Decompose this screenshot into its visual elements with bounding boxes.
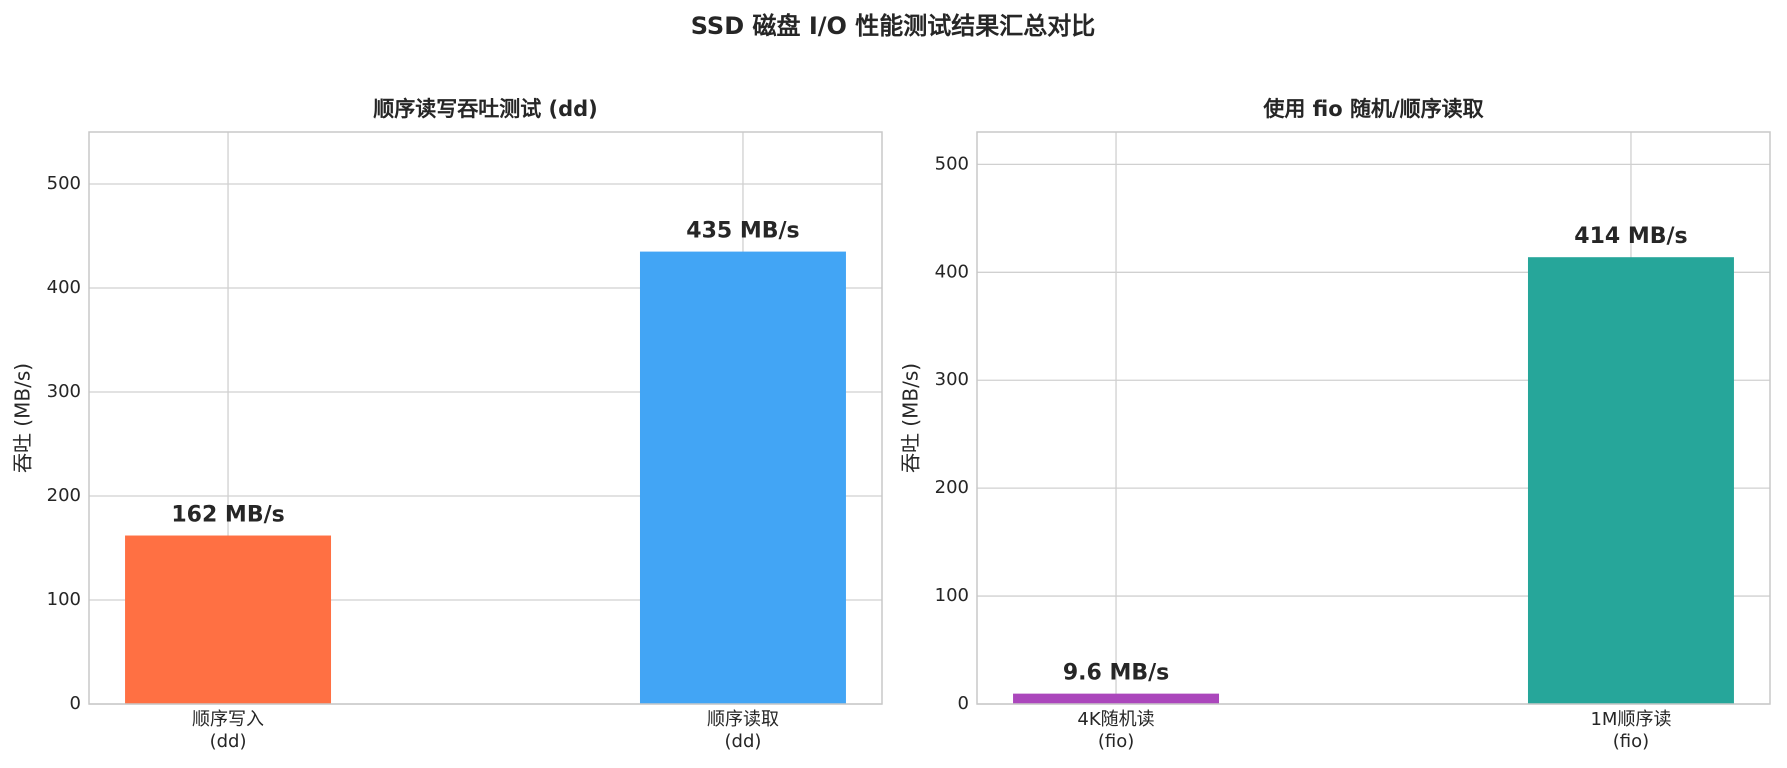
- y-tick-label: 100: [935, 585, 969, 606]
- bar: [1527, 257, 1734, 704]
- y-tick-label: 0: [958, 693, 969, 714]
- y-tick-label: 500: [935, 153, 969, 174]
- y-axis-label: 吞吐 (MB/s): [11, 363, 35, 473]
- y-tick-label: 400: [47, 277, 81, 298]
- x-tick-label: 顺序写入(dd): [192, 709, 264, 752]
- y-tick-label: 200: [47, 485, 81, 506]
- bar: [639, 251, 846, 704]
- subplot-title: 使用 fio 随机/顺序读取: [1262, 97, 1483, 121]
- figure-title: SSD 磁盘 I/O 性能测试结果汇总对比: [691, 12, 1096, 40]
- y-tick-label: 400: [935, 261, 969, 282]
- y-tick-label: 300: [935, 369, 969, 390]
- value-label: 414 MB/s: [1574, 224, 1687, 249]
- x-tick-label: 1M顺序读(fio): [1590, 709, 1671, 752]
- y-tick-label: 200: [935, 477, 969, 498]
- subplot-title: 顺序读写吞吐测试 (dd): [373, 97, 598, 121]
- x-tick-label: 顺序读取(dd): [707, 709, 779, 752]
- value-label: 435 MB/s: [686, 219, 799, 244]
- plot-frame: [976, 131, 1771, 705]
- bar: [1013, 693, 1220, 704]
- y-tick-label: 0: [70, 693, 81, 714]
- y-tick-label: 500: [47, 173, 81, 194]
- y-axis-label: 吞吐 (MB/s): [899, 363, 923, 473]
- subplot: 顺序读写吞吐测试 (dd) 吞吐 (MB/s) 0 100 200 300 400 500 16…: [11, 97, 883, 752]
- x-tick-label: 4K随机读(fio): [1077, 709, 1154, 752]
- value-label: 162 MB/s: [171, 503, 284, 528]
- plot-frame: [88, 131, 883, 705]
- y-tick-label: 300: [47, 381, 81, 402]
- bar: [125, 535, 332, 704]
- value-label: 9.6 MB/s: [1063, 661, 1169, 686]
- y-tick-label: 100: [47, 589, 81, 610]
